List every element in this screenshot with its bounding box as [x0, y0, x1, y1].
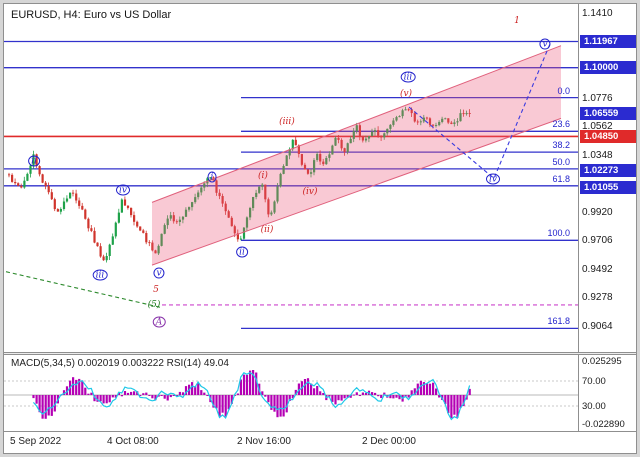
wave-label-iv: iv — [116, 184, 130, 196]
macd-axis-label: 30.00 — [582, 401, 606, 412]
time-axis-label: 5 Sep 2022 — [10, 436, 62, 447]
time-axis[interactable]: 5 Sep 2022 4 Oct 08:00 2 Nov 16:00 2 Dec 00… — [4, 431, 636, 453]
price-scale-label: 1.0562 — [582, 121, 613, 133]
wave-label-i: i — [207, 171, 217, 183]
wave-label-iv: (iv) — [302, 187, 318, 197]
wave-label-i: (i) — [258, 171, 268, 181]
fib-level-label: 161.8 — [547, 316, 570, 327]
price-axis[interactable]: 1.1410 1.0776 1.0562 1.0348 0.9920 0.9706 0.94… — [578, 4, 636, 352]
chart-frame: EURUSD, H4: Euro vs US Dollar 0.0 23.6 38.… — [3, 3, 637, 454]
wave-label-iv: iv — [486, 173, 500, 185]
time-axis-label: 4 Oct 08:00 — [107, 436, 159, 447]
panel-splitter[interactable] — [4, 352, 636, 355]
chart-title: EURUSD, H4: Euro vs US Dollar — [11, 9, 172, 21]
candlestick-canvas[interactable] — [4, 4, 578, 352]
fib-level-label: 100.0 — [547, 228, 570, 239]
price-badge: 1.10000 — [580, 61, 636, 75]
wave-label-ii: (ii) — [260, 225, 274, 235]
wave-label-iii: (iii) — [279, 117, 295, 127]
trend-green-dashed — [5, 271, 163, 309]
fib-level-label: 61.8 — [552, 173, 570, 184]
price-scale-label: 1.1410 — [582, 8, 613, 20]
price-scale-label: 1.0348 — [582, 149, 613, 161]
price-scale-label: 0.9278 — [582, 292, 613, 304]
macd-indicator-label: MACD(5,34,5) 0.002019 0.003222 RSI(14) 4… — [11, 358, 229, 369]
macd-panel[interactable]: MACD(5,34,5) 0.002019 0.003222 RSI(14) 4… — [4, 355, 578, 431]
price-scale-label: 1.0776 — [582, 92, 613, 104]
price-scale-label: 0.9706 — [582, 235, 613, 247]
wave-label-5: (5) — [147, 299, 161, 310]
price-badge: 1.04850 — [580, 129, 636, 143]
fib-level-label: 38.2 — [552, 140, 570, 151]
wave-label-ii: ii — [236, 246, 248, 258]
price-scale-label: 0.9492 — [582, 263, 613, 275]
macd-axis-label: 0.025295 — [582, 356, 622, 367]
wave-projection-blue — [408, 41, 552, 180]
time-axis-label: 2 Dec 00:00 — [362, 436, 416, 447]
wave-label-v: (v) — [399, 89, 413, 99]
macd-axis-label: -0.022890 — [582, 419, 625, 430]
price-badge: 1.02273 — [580, 164, 636, 178]
price-badge: 1.11967 — [580, 35, 636, 48]
price-scale-label: 0.9920 — [582, 206, 613, 218]
price-badge: 1.06559 — [580, 107, 636, 121]
wave-label-1: 1 — [514, 15, 520, 26]
fib-level-label: 23.6 — [552, 119, 570, 130]
macd-axis: 0.025295 70.00 30.00 -0.022890 — [578, 355, 636, 431]
fib-level-label: 0.0 — [557, 85, 570, 96]
macd-axis-label: 70.00 — [582, 376, 606, 387]
price-badge: 1.01055 — [580, 180, 636, 194]
price-scale-label: 0.9064 — [582, 320, 613, 332]
fib-level-label: 50.0 — [552, 156, 570, 167]
wave-label-iii: iii — [400, 71, 416, 83]
wave-label-v: v — [539, 38, 551, 50]
wave-label-5: 5 — [153, 285, 159, 295]
macd-canvas[interactable] — [4, 355, 578, 431]
wave-label-ii: ii — [28, 155, 40, 167]
wave-label-A: A — [152, 316, 166, 328]
wave-label-iii: iii — [92, 269, 108, 281]
price-chart[interactable]: EURUSD, H4: Euro vs US Dollar 0.0 23.6 38.… — [4, 4, 578, 352]
wave-label-v: v — [153, 267, 165, 279]
time-axis-label: 2 Nov 16:00 — [237, 436, 291, 447]
